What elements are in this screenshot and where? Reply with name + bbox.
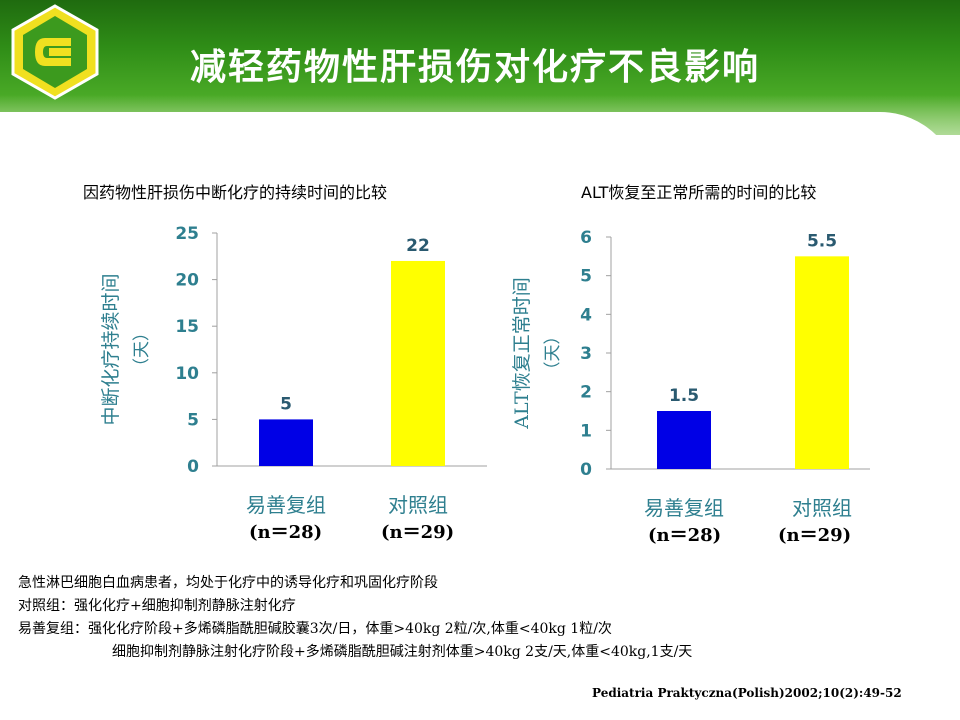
category-note: (n＝29): [381, 522, 454, 543]
y-axis-label: 中断化疗持续时间: [100, 273, 122, 425]
y-axis-unit-label: （天）: [132, 324, 152, 375]
category-note: (n＝28): [648, 525, 721, 545]
y-tick-label: 0: [580, 460, 592, 480]
data-label: 5.5: [807, 231, 837, 251]
y-tick-label: 15: [175, 317, 199, 337]
note-4: 细胞抑制剂静脉注射化疗阶段+多烯磷脂酰胆碱注射剂体重>40kg 2支/天,体重<…: [112, 644, 693, 660]
chart-2-title: ALT恢复至正常所需的时间的比较: [581, 183, 817, 202]
data-label: 5: [280, 394, 292, 414]
note-2: 对照组：强化化疗+细胞抑制剂静脉注射化疗: [18, 598, 296, 614]
y-tick-label: 20: [175, 271, 199, 291]
category-note: (n＝29): [778, 525, 851, 545]
y-tick-label: 25: [175, 224, 199, 244]
y-axis-unit-label: （天）: [543, 328, 563, 379]
page-title: 减轻药物性肝损伤对化疗不良影响: [190, 47, 761, 88]
y-tick-label: 4: [580, 305, 592, 325]
y-tick-label: 3: [580, 344, 592, 364]
bar-2: [391, 260, 445, 466]
category-label: 对照组: [388, 493, 448, 517]
category-label: 易善复组: [644, 496, 724, 520]
y-tick-label: 2: [580, 383, 592, 403]
logo-icon: [11, 4, 99, 100]
citation: Pediatria Praktyczna(Polish)2002;10(2):4…: [592, 686, 902, 700]
category-label: 易善复组: [246, 493, 326, 517]
data-label: 1.5: [669, 386, 699, 406]
y-tick-label: 5: [187, 410, 199, 430]
chart-1-title: 因药物性肝损伤中断化疗的持续时间的比较: [83, 183, 388, 202]
bar-2: [795, 256, 849, 469]
category-note: (n＝28): [249, 522, 322, 543]
bar-1: [259, 419, 313, 466]
category-label: 对照组: [792, 496, 852, 520]
y-tick-label: 6: [580, 228, 592, 248]
bar-1: [657, 411, 711, 469]
y-tick-label: 0: [187, 457, 199, 477]
y-tick-label: 1: [580, 421, 592, 441]
note-3: 易善复组：强化化疗阶段+多烯磷脂酰胆碱胶囊3次/日，体重>40kg 2粒/次,体…: [18, 621, 612, 637]
y-tick-label: 10: [175, 364, 199, 384]
note-1: 急性淋巴细胞白血病患者，均处于化疗中的诱导化疗和巩固化疗阶段: [18, 575, 438, 591]
data-label: 22: [406, 236, 430, 256]
y-tick-label: 5: [580, 267, 592, 287]
chart-1: 0 5 10 15 20 25 5 22 易善复组 对照组 (n＝28) (n＝29) 中断化疗持续时间…: [100, 224, 487, 543]
y-axis-label: ALT恢复正常时间: [511, 277, 533, 429]
chart-2: 0 1 2 3 4 5 6 1.5 5.5 易善复组 对照组 (n＝28) (n＝29) ALT恢复正常时…: [511, 228, 870, 545]
